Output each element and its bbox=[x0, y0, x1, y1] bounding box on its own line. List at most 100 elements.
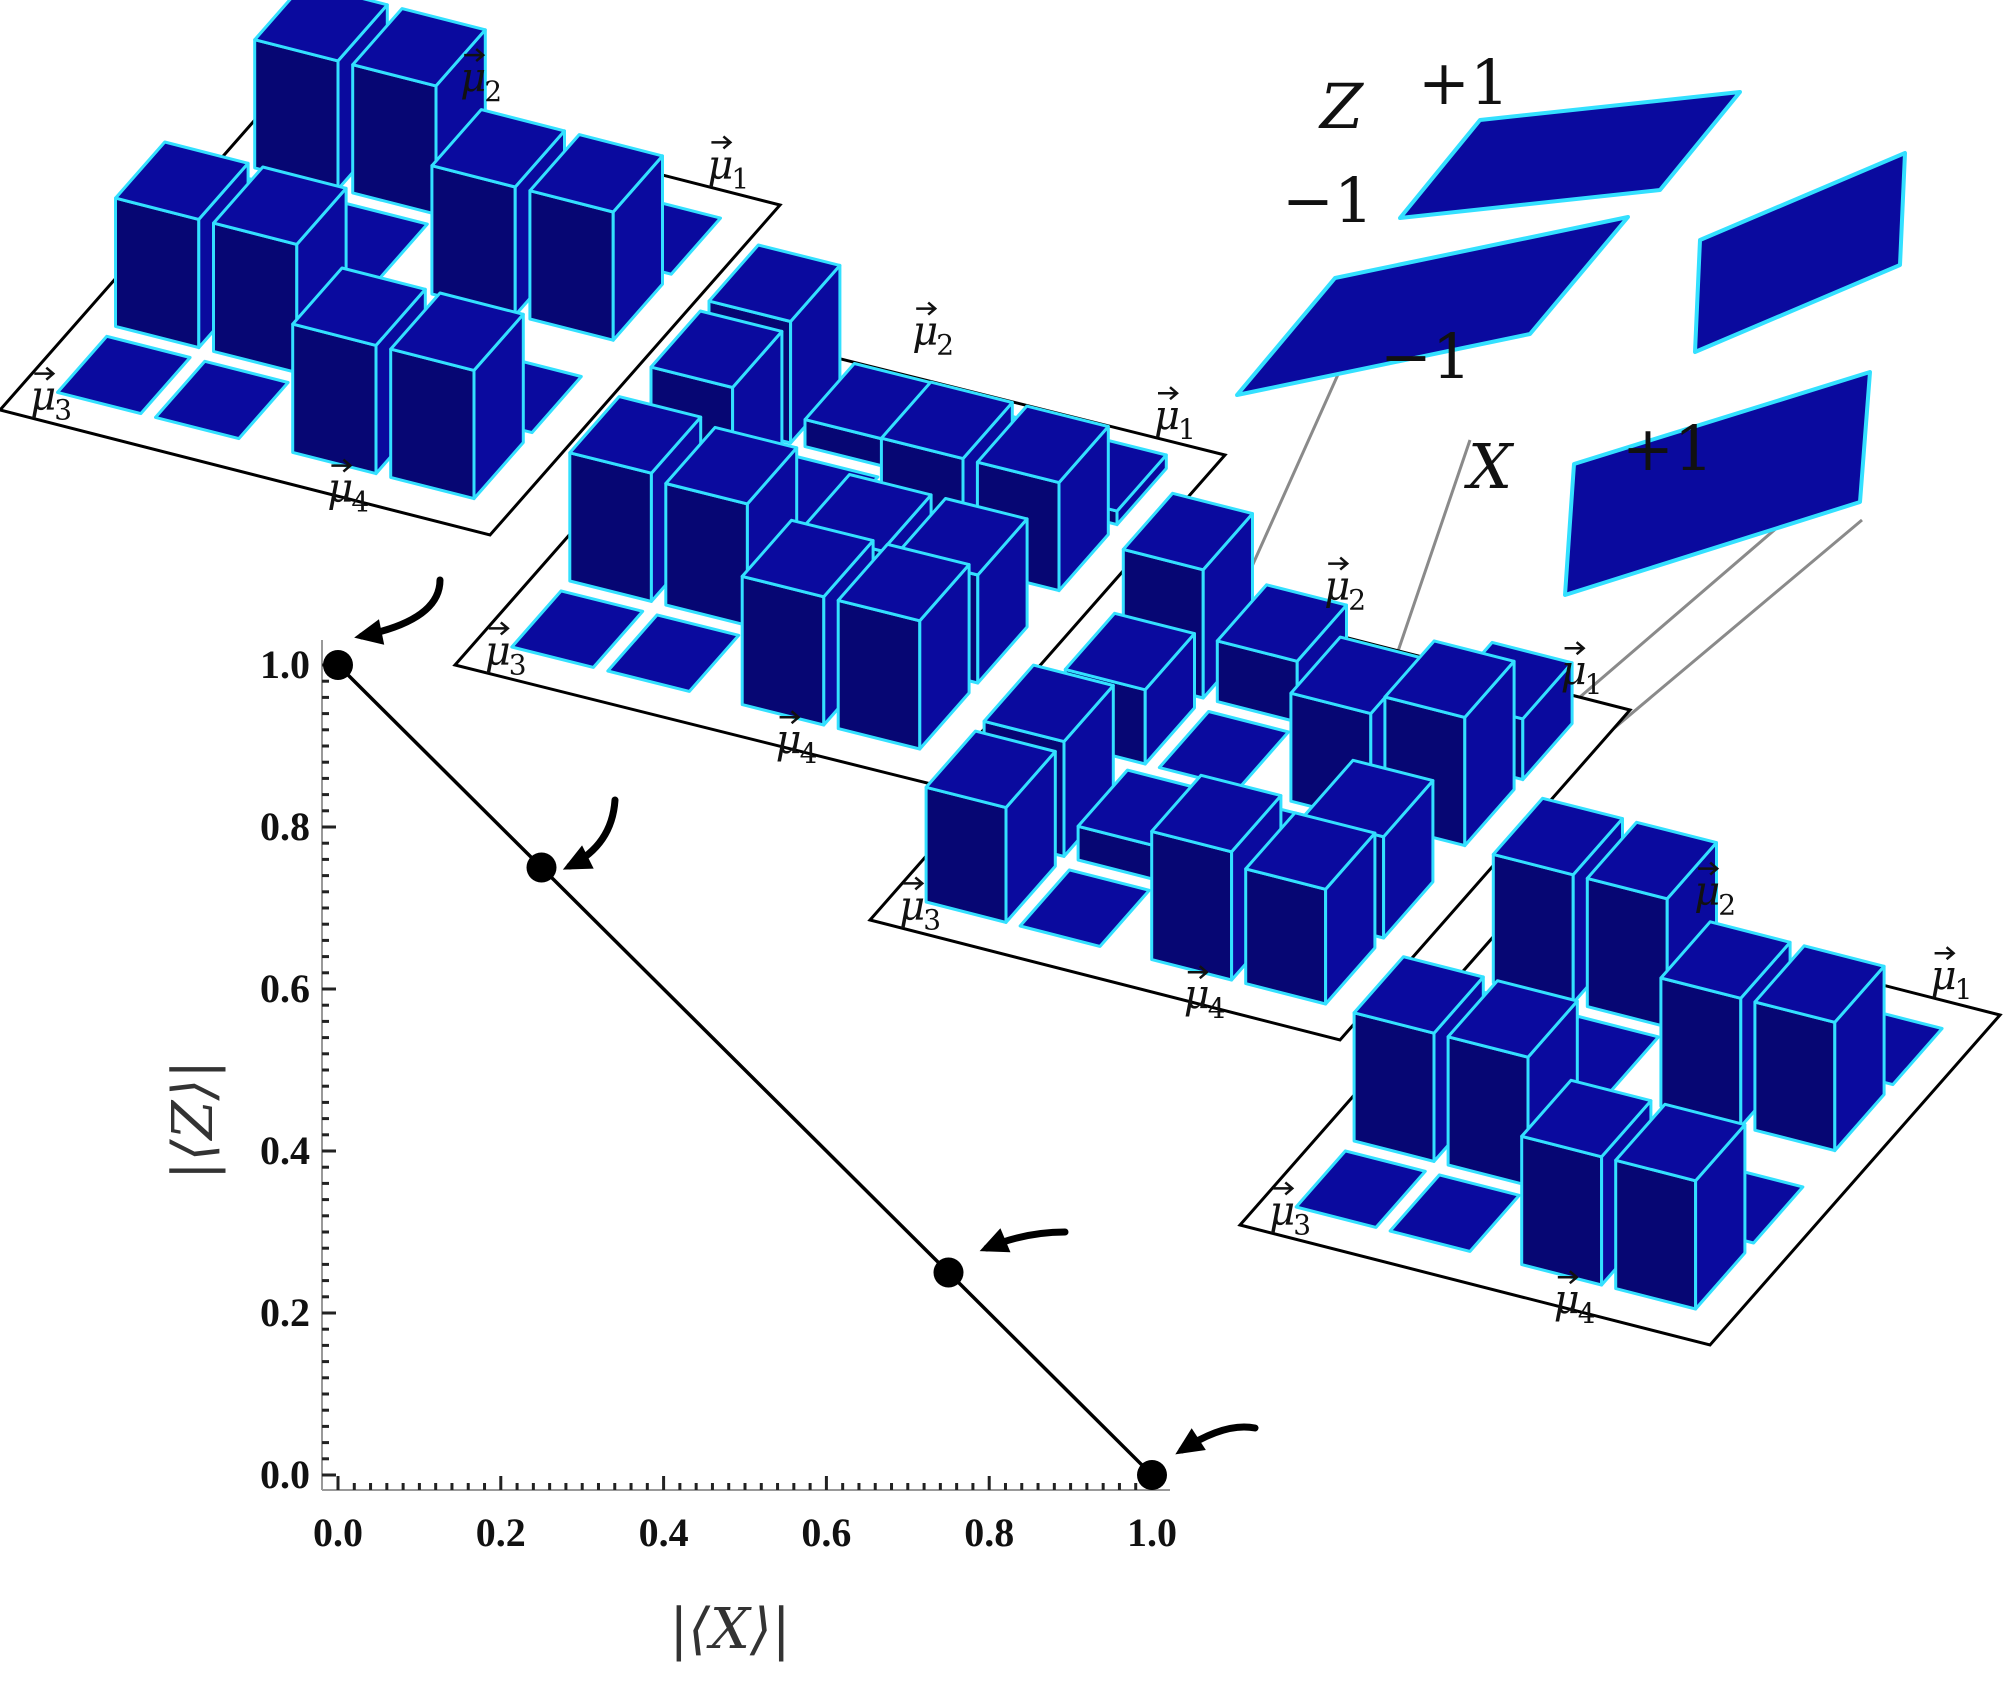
svg-text:3: 3 bbox=[509, 648, 527, 681]
x-tick-label: 1.0 bbox=[1127, 1510, 1177, 1555]
grid-key-x-minus: −1 bbox=[1380, 320, 1471, 393]
pointer-arrow bbox=[354, 576, 444, 645]
grid-key-z-plus: +1 bbox=[1418, 46, 1509, 119]
grid-key-square bbox=[1235, 215, 1630, 397]
y-tick-label: 1.0 bbox=[260, 642, 310, 687]
svg-text:μ: μ bbox=[1554, 1277, 1580, 1323]
mu-label-2: μ2 bbox=[1694, 861, 1736, 922]
x-tick-label: 0.2 bbox=[476, 1510, 526, 1555]
mu-label-2: μ2 bbox=[912, 301, 954, 362]
histogram-bar bbox=[606, 613, 741, 693]
svg-text:1: 1 bbox=[1178, 413, 1196, 446]
pointer-arrows bbox=[354, 576, 1259, 1455]
histogram-bar bbox=[836, 542, 971, 751]
data-point bbox=[933, 1257, 964, 1288]
svg-text:3: 3 bbox=[54, 394, 72, 427]
histogram-bar bbox=[510, 589, 645, 669]
x-tick-label: 0.6 bbox=[801, 1510, 851, 1555]
mu-label-3: μ3 bbox=[1269, 1181, 1311, 1241]
svg-text:μ: μ bbox=[1324, 564, 1350, 610]
x-tick-label: 0.4 bbox=[639, 1510, 689, 1555]
grid-key-squares bbox=[1235, 90, 1907, 597]
histogram-bar bbox=[1244, 811, 1377, 1006]
svg-text:4: 4 bbox=[800, 737, 818, 770]
svg-text:μ: μ bbox=[1269, 1188, 1295, 1234]
grid-key-x-label: X bbox=[1464, 430, 1515, 503]
mu-label-1: μ1 bbox=[1561, 641, 1602, 701]
series-line bbox=[336, 663, 1154, 1477]
histogram-bar bbox=[1018, 868, 1151, 948]
y-tick-label: 0.0 bbox=[260, 1452, 310, 1497]
mu-label-4: μ4 bbox=[1554, 1270, 1596, 1330]
grid-key-square bbox=[1693, 151, 1907, 354]
x-axis-title: |⟨X⟩| bbox=[669, 1597, 790, 1662]
mu-label-2: μ2 bbox=[1324, 556, 1366, 617]
pointer-arrow bbox=[562, 796, 619, 870]
y-tick-label: 0.2 bbox=[260, 1290, 310, 1335]
svg-text:3: 3 bbox=[923, 903, 941, 936]
svg-text:μ: μ bbox=[776, 717, 802, 763]
data-point bbox=[1137, 1460, 1167, 1490]
svg-text:μ: μ bbox=[30, 374, 56, 420]
x-tick-label: 0.8 bbox=[964, 1510, 1014, 1555]
svg-text:μ: μ bbox=[912, 309, 938, 355]
mu-label-1: μ1 bbox=[707, 135, 749, 195]
histogram-bar bbox=[56, 334, 192, 416]
svg-text:1: 1 bbox=[1955, 973, 1973, 1006]
mu-label-1: μ1 bbox=[1931, 946, 1973, 1006]
histogram-bar bbox=[1388, 1173, 1521, 1253]
svg-text:4: 4 bbox=[1208, 992, 1226, 1025]
svg-text:2: 2 bbox=[484, 75, 502, 108]
data-point bbox=[526, 852, 557, 883]
y-tick-label: 0.6 bbox=[260, 966, 310, 1011]
svg-text:μ: μ bbox=[707, 142, 733, 188]
x-tick-label: 0.0 bbox=[313, 1510, 363, 1555]
svg-text:μ: μ bbox=[899, 883, 925, 929]
grid-key-x-plus: +1 bbox=[1622, 412, 1713, 485]
series-points bbox=[323, 650, 1167, 1490]
svg-text:2: 2 bbox=[1718, 889, 1736, 922]
svg-text:μ: μ bbox=[1154, 393, 1180, 439]
pointer-arrow bbox=[1175, 1423, 1259, 1455]
mu-label-4: μ4 bbox=[327, 458, 369, 519]
grid-key-square bbox=[1398, 90, 1742, 220]
svg-text:4: 4 bbox=[1578, 1297, 1596, 1330]
svg-text:μ: μ bbox=[327, 466, 353, 512]
mu-label-4: μ4 bbox=[776, 710, 818, 770]
svg-text:1: 1 bbox=[731, 162, 749, 195]
pointer-arrow bbox=[979, 1228, 1069, 1253]
grid-key-z-label: Z bbox=[1318, 70, 1364, 143]
chart-tick-labels: 0.0 0.2 0.4 0.6 0.8 1.0 0.0 0.2 0.4 0.6 0.8 1.0 bbox=[260, 642, 1177, 1555]
chart-ticks bbox=[322, 663, 1154, 1490]
svg-text:4: 4 bbox=[351, 486, 369, 519]
grid-key: Z +1 −1 −1 X +1 bbox=[1143, 46, 1907, 952]
histogram-bar bbox=[1614, 1102, 1747, 1311]
histogram-bar bbox=[154, 359, 290, 441]
mu-label-3: μ3 bbox=[485, 621, 527, 681]
svg-text:2: 2 bbox=[936, 329, 954, 362]
histogram-bar bbox=[389, 291, 525, 501]
svg-text:2: 2 bbox=[1348, 584, 1366, 617]
data-point bbox=[323, 650, 353, 680]
mu-label-3: μ3 bbox=[30, 366, 72, 427]
histogram-bar bbox=[1294, 1149, 1427, 1229]
svg-text:3: 3 bbox=[1293, 1208, 1311, 1241]
grid-key-square bbox=[1563, 370, 1872, 597]
mu-label-4: μ4 bbox=[1184, 965, 1226, 1025]
y-tick-label: 0.8 bbox=[260, 804, 310, 849]
histogram-bar bbox=[924, 729, 1057, 924]
svg-text:μ: μ bbox=[1694, 869, 1720, 915]
scatter-chart: 0.0 0.2 0.4 0.6 0.8 1.0 0.0 0.2 0.4 0.6 0.8 1.0 |⟨X… bbox=[161, 576, 1259, 1662]
mu-label-3: μ3 bbox=[899, 876, 941, 936]
svg-text:μ: μ bbox=[460, 55, 486, 101]
histogram-bar bbox=[528, 133, 664, 342]
mu-label-1: μ1 bbox=[1154, 386, 1196, 446]
y-tick-label: 0.4 bbox=[260, 1128, 310, 1173]
mu-label-2: μ2 bbox=[460, 48, 502, 108]
y-axis-title: |⟨Z⟩| bbox=[161, 1060, 226, 1180]
svg-text:μ: μ bbox=[1561, 648, 1587, 694]
